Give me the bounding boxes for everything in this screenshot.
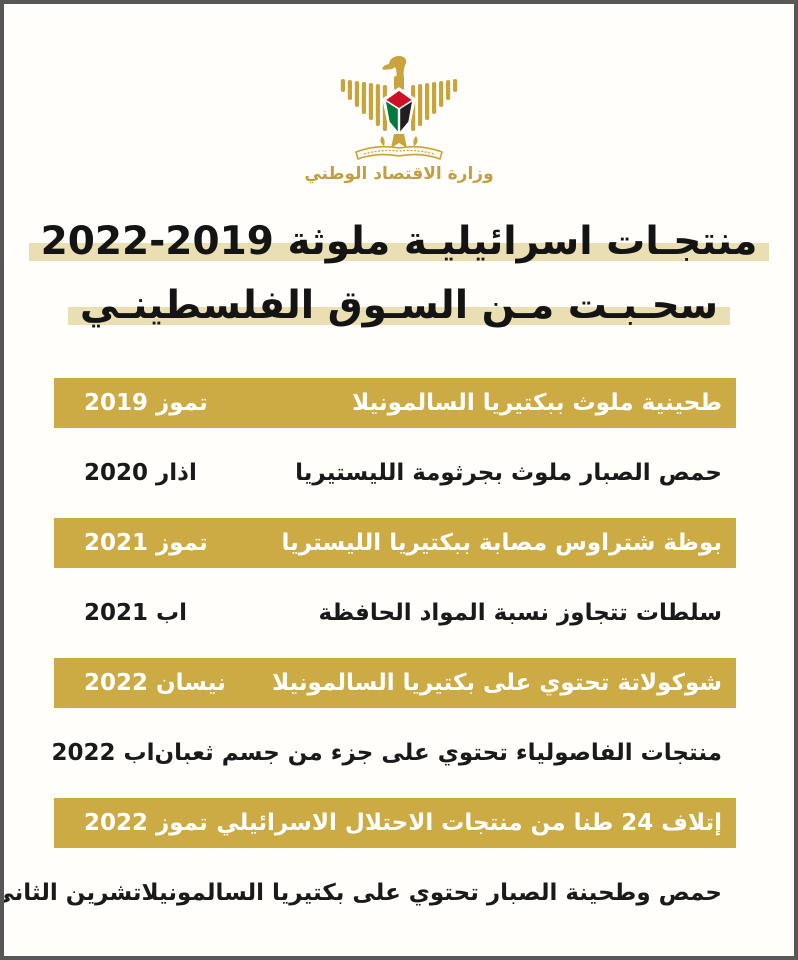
product-name: شوكولاتة تحتوي على بكتيريا السالمونيلا xyxy=(272,670,722,696)
product-name: حمص وطحينة الصبار تحتوي على بكتيريا السا… xyxy=(141,880,723,906)
product-name: سلطات تتجاوز نسبة المواد الحافظة xyxy=(318,600,722,626)
ministry-name: وزارة الاقتصاد الوطني xyxy=(304,164,494,184)
product-name: بوظة شتراوس مصابة ببكتيريا الليستريا xyxy=(281,530,722,556)
recall-row-4: سلطات تتجاوز نسبة المواد الحافظة اب 2021 xyxy=(54,588,736,638)
recall-row-8: حمص وطحينة الصبار تحتوي على بكتيريا السا… xyxy=(4,868,736,918)
recall-date: اب 2021 xyxy=(84,600,188,626)
eagle-head xyxy=(382,56,407,90)
page-title-line1: منتجـات اسرائيليـة ملوثة 2022-2019 xyxy=(4,210,794,274)
recall-date: تموز 2021 xyxy=(84,530,208,556)
product-name: إتلاف 24 طنا من منتجات الاحتلال الاسرائي… xyxy=(216,810,722,836)
title-line2-text: سحـبـت مـن السـوق الفلسطينـي xyxy=(67,283,731,328)
recall-date: تموز 2022 xyxy=(84,810,208,836)
recall-date: نيسان 2022 xyxy=(84,670,226,696)
recall-row-1: طحينية ملوث ببكتيريا السالمونيلا تموز 20… xyxy=(54,378,736,428)
product-name: حمص الصبار ملوث بجرثومة الليستيريا xyxy=(295,460,722,486)
recall-row-3: بوظة شتراوس مصابة ببكتيريا الليستريا تمو… xyxy=(54,518,736,568)
recall-date: تشرين الثاني 2022 xyxy=(4,880,142,906)
product-name: طحينية ملوث ببكتيريا السالمونيلا xyxy=(352,390,722,416)
title-years: 2022-2019 xyxy=(40,219,274,264)
recall-list: طحينية ملوث ببكتيريا السالمونيلا تموز 20… xyxy=(4,378,794,918)
recall-date: تموز 2019 xyxy=(84,390,208,416)
palestinian-eagle-emblem-icon xyxy=(340,56,458,160)
recall-row-7: إتلاف 24 طنا من منتجات الاحتلال الاسرائي… xyxy=(54,798,736,848)
recall-row-2: حمص الصبار ملوث بجرثومة الليستيريا اذار … xyxy=(54,448,736,498)
title-line1-text: منتجـات اسرائيليـة ملوثة xyxy=(287,219,758,264)
recall-row-5: شوكولاتة تحتوي على بكتيريا السالمونيلا ن… xyxy=(54,658,736,708)
page-title: منتجـات اسرائيليـة ملوثة 2022-2019 سحـبـ… xyxy=(4,210,794,338)
header: وزارة الاقتصاد الوطني xyxy=(4,50,794,184)
recall-date: اذار 2020 xyxy=(84,460,197,486)
banner-scroll xyxy=(355,145,443,160)
page-title-line2: سحـبـت مـن السـوق الفلسطينـي xyxy=(4,274,794,338)
recall-row-6: منتجات الفاصولياء تحتوي على جزء من جسم ث… xyxy=(51,728,736,778)
flag-shield xyxy=(382,87,416,137)
recall-date: اب 2022 xyxy=(51,740,155,766)
product-name: منتجات الفاصولياء تحتوي على جزء من جسم ث… xyxy=(154,740,722,766)
